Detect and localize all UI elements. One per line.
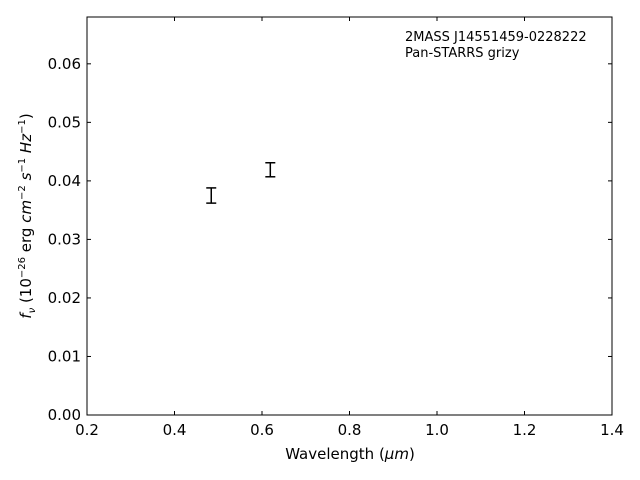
y-axis-label: fν (10−26 erg cm−2 s−1 Hz−1)	[17, 113, 38, 318]
error-bar-point	[206, 187, 217, 204]
x-tick-label: 1.2	[513, 421, 537, 439]
x-axis-label: Wavelength (μm)	[285, 445, 415, 463]
error-bar-point	[265, 161, 276, 178]
x-tick-label: 0.8	[338, 421, 362, 439]
x-tick-label: 0.6	[250, 421, 274, 439]
x-tick-label: 0.4	[163, 421, 187, 439]
ticks: 0.2 0.4 0.6 0.8 1.0 1.2 1.4 0.00 0.01 0.02 0.03 0.0…	[48, 17, 624, 439]
data-points	[206, 161, 276, 204]
plot-frame	[86, 16, 613, 416]
y-tick-label: 0.04	[48, 172, 81, 190]
y-tick-label: 0.00	[48, 406, 81, 424]
y-tick-label: 0.05	[48, 113, 81, 131]
x-tick-label: 1.0	[425, 421, 449, 439]
annotation-survey: Pan-STARRS grizy	[405, 46, 520, 61]
y-tick-label: 0.02	[48, 289, 81, 307]
y-tick-label: 0.03	[48, 230, 81, 248]
y-tick-label: 0.01	[48, 347, 81, 365]
x-tick-label: 0.2	[75, 421, 99, 439]
annotation-object: 2MASS J14551459-0228222	[405, 30, 587, 45]
y-tick-label: 0.06	[48, 55, 81, 73]
x-tick-label: 1.4	[600, 421, 624, 439]
